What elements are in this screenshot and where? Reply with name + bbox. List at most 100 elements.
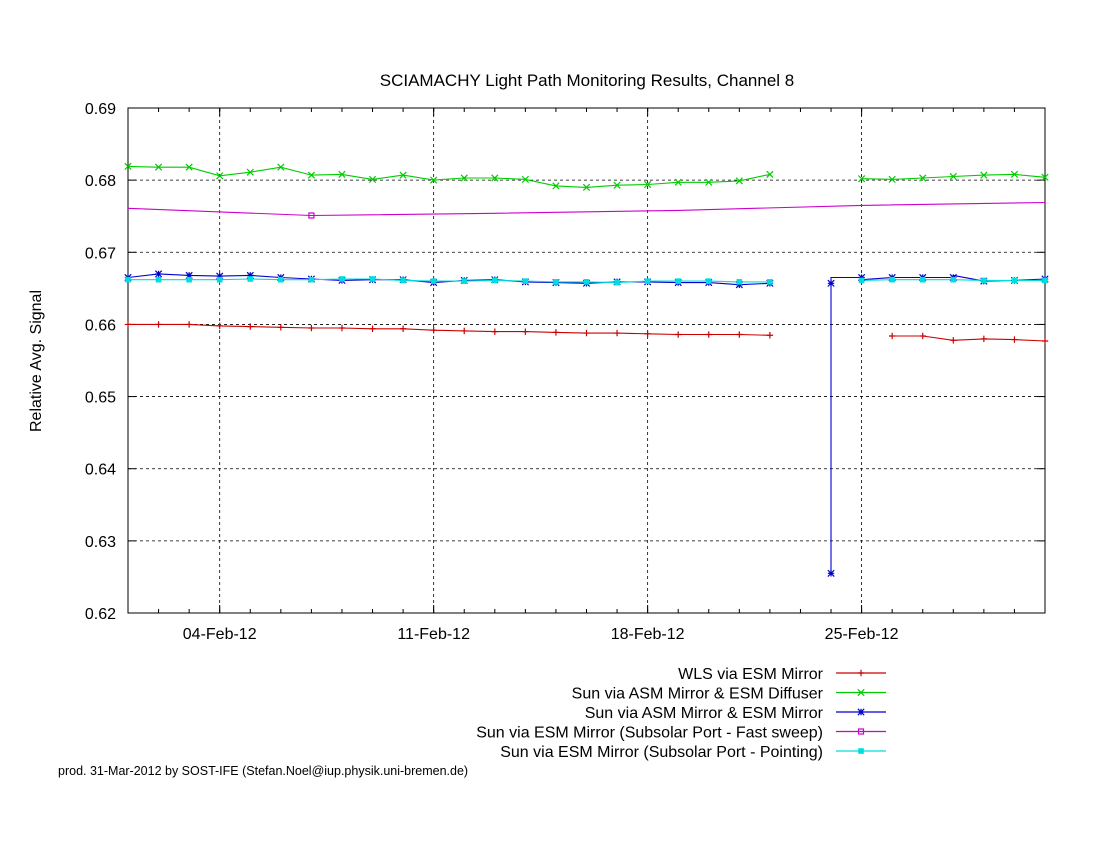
data-point (705, 331, 712, 338)
data-point (1010, 170, 1019, 178)
axes: 0.62 0.63 0.64 0.65 0.66 0.67 0.68 0.69 04-Feb-1… (85, 101, 1046, 643)
data-point (767, 279, 773, 285)
data-point (400, 277, 406, 284)
data-point (949, 172, 957, 181)
data-point (155, 276, 162, 283)
data-point (308, 324, 315, 332)
data-point (216, 322, 223, 330)
data-point (1011, 336, 1018, 343)
data-point (338, 170, 346, 178)
data-point (644, 180, 652, 189)
data-point (675, 331, 682, 338)
series-line (127, 165, 771, 188)
data-point (553, 279, 559, 285)
data-point (491, 174, 499, 182)
legend-label: Sun via ASM Mirror & ESM Mirror (585, 705, 824, 722)
data-point (277, 324, 285, 331)
data-point (247, 276, 254, 282)
data-point (430, 278, 437, 284)
y-tick-label: 0.63 (85, 534, 116, 551)
data-point (216, 172, 224, 180)
data-point (491, 328, 498, 335)
legend-label: Sun via ASM Mirror & ESM Diffuser (572, 686, 824, 703)
y-tick-label: 0.68 (85, 173, 116, 190)
data-point (950, 276, 957, 283)
series-line (128, 278, 770, 284)
data-point (614, 279, 620, 286)
data-point (399, 171, 407, 179)
data-point (307, 171, 316, 179)
data-point (705, 178, 713, 186)
data-point (277, 163, 285, 171)
data-point (521, 175, 529, 184)
y-tick-label: 0.67 (85, 245, 116, 262)
data-point (980, 335, 988, 343)
data-point (154, 270, 163, 278)
data-point (736, 279, 743, 285)
x-tick-label: 11-Feb-12 (397, 626, 470, 643)
data-point (888, 332, 896, 340)
data-point (644, 278, 651, 284)
data-point (278, 276, 284, 283)
data-point (124, 321, 132, 328)
credit-text: prod. 31-Mar-2012 by SOST-IFE (Stefan.No… (58, 764, 469, 778)
data-point (675, 278, 681, 284)
data-point (460, 174, 468, 182)
data-point (583, 329, 590, 337)
data-point (216, 272, 224, 280)
data-point (674, 178, 682, 186)
data-point (858, 277, 865, 284)
data-point (827, 569, 835, 577)
legend: WLS via ESM Mirror Sun via ASM Mirror & E… (476, 666, 886, 761)
data-point (766, 332, 774, 339)
data-point (308, 276, 315, 283)
data-point (246, 168, 254, 176)
data-point (888, 175, 896, 184)
data-point (735, 177, 743, 185)
series-line (892, 335, 1046, 342)
y-tick-label: 0.64 (85, 462, 116, 479)
data-point (857, 273, 866, 282)
data-point (369, 325, 376, 332)
data-point (522, 278, 529, 284)
data-point (582, 183, 591, 191)
data-point (889, 276, 895, 283)
data-point (705, 278, 712, 284)
data-point (186, 276, 192, 283)
x-tick-label: 25-Feb-12 (825, 626, 899, 643)
data-point (644, 330, 651, 338)
y-tick-label: 0.65 (85, 390, 116, 407)
data-point (735, 281, 743, 289)
series-markers (124, 162, 1049, 577)
chart-title: SCIAMACHY Light Path Monitoring Results,… (380, 71, 795, 90)
data-point (125, 276, 131, 283)
x-tick-label: 04-Feb-12 (183, 626, 257, 643)
data-point (1011, 277, 1018, 284)
data-point (461, 327, 468, 335)
data-point (857, 728, 865, 735)
data-point (1041, 337, 1049, 345)
series-line (128, 323, 770, 336)
data-point (430, 327, 437, 334)
grid (128, 108, 1045, 613)
data-point (185, 163, 193, 171)
legend-label: Sun via ESM Mirror (Subsolar Port - Fast… (476, 725, 823, 742)
y-tick-label: 0.69 (85, 101, 116, 118)
data-point (950, 337, 957, 344)
plot-frame (127, 107, 1046, 614)
y-axis-label: Relative Avg. Signal (28, 290, 45, 432)
data-point (522, 328, 529, 335)
data-point (369, 276, 376, 282)
data-point (858, 748, 864, 754)
data-point (1042, 277, 1048, 284)
data-point (981, 277, 987, 284)
data-point (339, 276, 345, 282)
series-line (830, 274, 1046, 574)
data-point (857, 688, 865, 697)
data-point (1041, 173, 1049, 181)
data-point (492, 277, 498, 284)
data-point (185, 271, 193, 279)
data-point (185, 321, 193, 328)
data-point (368, 175, 377, 184)
data-point (399, 325, 407, 332)
